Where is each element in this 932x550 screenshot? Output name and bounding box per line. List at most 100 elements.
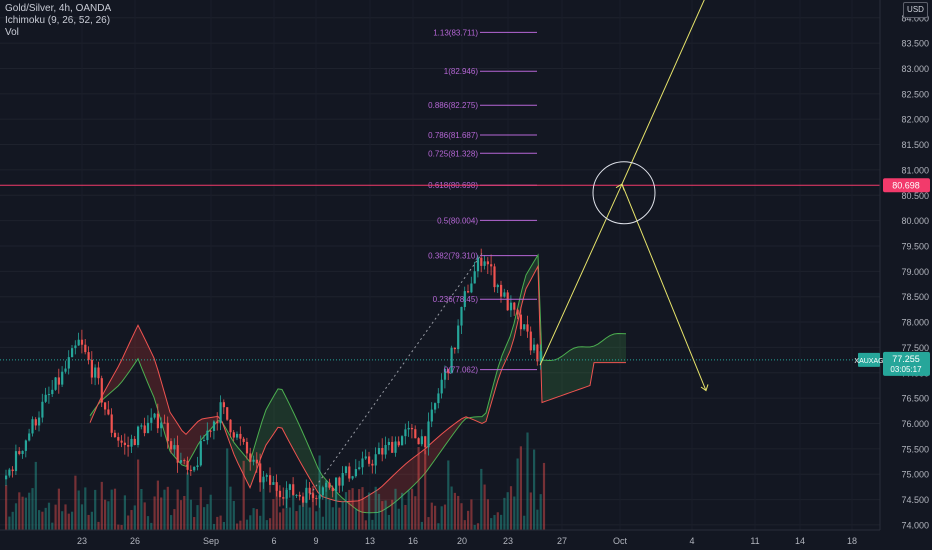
symbol-title[interactable]: Gold/Silver, 4h, OANDA (5, 3, 112, 14)
volume-bar (506, 492, 509, 530)
candle-body (496, 284, 499, 288)
cloud-segment (246, 457, 250, 488)
volume-bar (387, 514, 390, 530)
volume-bar (430, 502, 433, 530)
time-tick-label: 16 (408, 536, 418, 546)
price-tick-label: 74.500 (901, 495, 929, 505)
volume-bar (189, 499, 192, 530)
cloud-segment (122, 350, 126, 382)
cloud-segment (182, 430, 186, 467)
volume-bar (519, 446, 522, 530)
current-price-tag[interactable] (883, 351, 930, 376)
volume-bar (140, 488, 143, 530)
fib-level-label: 0.886(82.275) (428, 101, 478, 110)
volume-bar (513, 496, 516, 530)
volume-bar (259, 515, 262, 530)
candle-body (282, 497, 285, 499)
candle-body (374, 454, 377, 466)
cloud-segment (134, 325, 138, 365)
candle-body (31, 419, 34, 434)
cloud-segment (158, 370, 162, 425)
volume-bar (414, 496, 417, 530)
price-tick-label: 76.500 (901, 394, 929, 404)
candle-body (460, 306, 463, 326)
volume-bar (226, 448, 229, 530)
cloud-segment (274, 388, 278, 434)
volume-indicator-label[interactable]: Vol (5, 27, 19, 38)
candle-body (308, 487, 311, 494)
volume-bar (368, 492, 371, 530)
cloud-segment (110, 374, 114, 394)
volume-bar (420, 521, 423, 530)
volume-bar (104, 499, 107, 530)
volume-bar (308, 507, 311, 530)
ichimoku-indicator-label[interactable]: Ichimoku (9, 26, 52, 26) (5, 15, 111, 26)
cloud-segment (614, 333, 618, 363)
volume-bar (321, 516, 324, 530)
candle-body (156, 413, 159, 429)
horizontal-line-price-tag[interactable] (883, 178, 930, 193)
candle-body (325, 482, 328, 488)
volume-bar (84, 487, 87, 530)
volume-bar (133, 505, 136, 530)
cloud-segment (494, 367, 498, 394)
cloud-segment (146, 341, 150, 389)
candle-body (255, 459, 258, 464)
candle-body (47, 394, 51, 396)
cloud-segment (302, 431, 306, 473)
volume-bar (219, 515, 222, 530)
candle-body (265, 475, 268, 477)
fib-level-label: 0.725(81.328) (428, 149, 478, 158)
cloud-segment (550, 360, 554, 400)
candle-body (404, 429, 407, 437)
cloud-segment (570, 348, 574, 393)
candle-body (71, 348, 74, 358)
volume-bar (44, 507, 47, 530)
volume-bar (156, 480, 159, 530)
fib-level-label: 0.236(78.45) (433, 295, 479, 304)
volume-bar (71, 511, 74, 530)
candle-body (245, 441, 249, 454)
volume-bar (216, 516, 219, 530)
volume-bar (242, 460, 245, 530)
candle-body (470, 283, 473, 293)
volume-bar (285, 488, 288, 530)
projection-up-line[interactable] (621, 0, 706, 185)
cloud-segment (162, 384, 166, 438)
time-axis[interactable]: 23 26 Sep 6 9 13 16 20 23 27 Oct 4 11 14 18 (0, 529, 880, 546)
cloud-segment (286, 397, 290, 444)
candle-body (321, 487, 324, 496)
cloud-segment (130, 333, 134, 371)
price-axis-bg (880, 0, 932, 550)
currency-badge[interactable]: USD (903, 2, 928, 18)
fibonacci-retracement[interactable]: 1.13(83.711) 1(82.946) 0.886(82.275) 0.786(… (0, 28, 880, 495)
candle-body (437, 393, 440, 404)
candle-body (381, 448, 384, 455)
arrow-head-icon (615, 183, 625, 191)
candle-body (130, 438, 133, 447)
current-price-text: 77.255 (892, 354, 920, 364)
volume-bar (335, 490, 338, 530)
volume-bar (344, 492, 348, 530)
volume-bar (371, 519, 374, 530)
candle-body (232, 432, 235, 438)
projection-drawing[interactable] (539, 0, 709, 392)
candle-body (305, 487, 308, 503)
cloud-segment (310, 449, 314, 486)
ticker-symbol-tag[interactable] (858, 352, 880, 367)
candle-body (328, 482, 331, 488)
candle-body (186, 460, 189, 470)
candle-body (179, 460, 183, 463)
volume-bar (137, 459, 140, 530)
fib-level-label: 0(77.062) (444, 366, 479, 375)
price-axis[interactable]: 84.000 83.500 83.000 82.500 82.000 81.500 81.0… (854, 0, 932, 550)
candle-body (513, 302, 516, 310)
candle-body (331, 487, 334, 492)
candle-body (351, 476, 354, 479)
cloud-segment (150, 349, 154, 398)
volume-bar (361, 487, 364, 530)
volume-bar (542, 462, 546, 530)
volume-bar (229, 486, 232, 530)
target-circle[interactable] (592, 161, 656, 225)
